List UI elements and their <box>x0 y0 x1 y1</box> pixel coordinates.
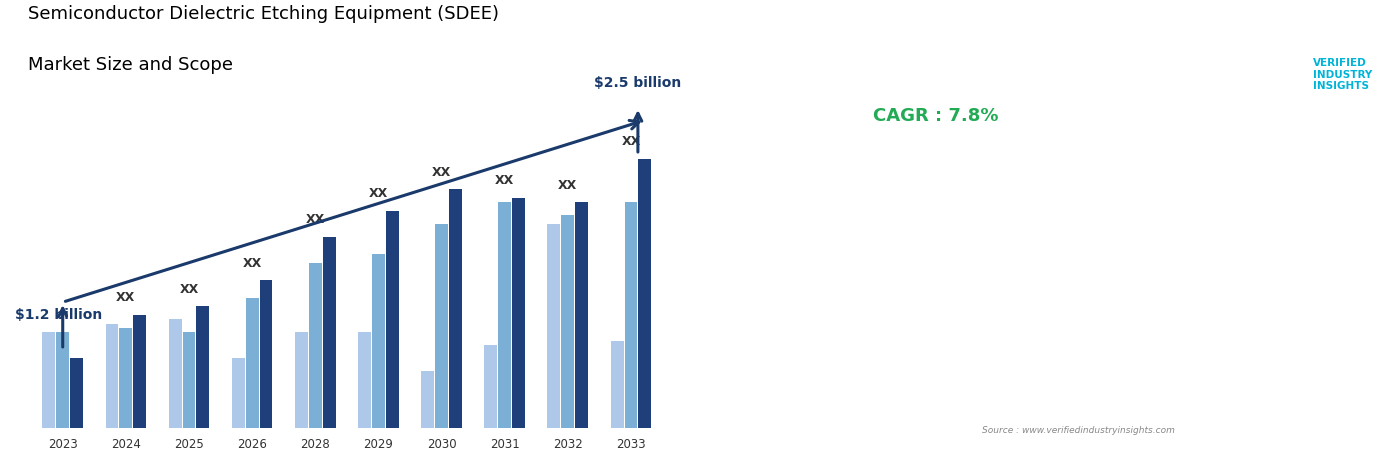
Text: XX: XX <box>242 257 262 270</box>
Text: $2.5 billion: $2.5 billion <box>594 76 682 90</box>
Bar <box>624 202 637 428</box>
Text: XX: XX <box>116 291 136 304</box>
Bar <box>449 190 462 428</box>
Bar <box>575 202 588 428</box>
Text: XX: XX <box>305 213 325 226</box>
Text: $1.2 billion: $1.2 billion <box>15 308 102 322</box>
Bar <box>484 345 497 428</box>
Text: Semiconductor Dielectric Etching Equipment (SDEE): Semiconductor Dielectric Etching Equipme… <box>28 5 498 23</box>
Bar <box>259 280 273 428</box>
Bar <box>547 224 560 428</box>
Text: VERIFIED
INDUSTRY
INSIGHTS: VERIFIED INDUSTRY INSIGHTS <box>1313 58 1372 91</box>
Bar <box>372 254 385 428</box>
Text: Source : www.verifiedindustryinsights.com: Source : www.verifiedindustryinsights.co… <box>983 426 1175 435</box>
Bar <box>245 298 259 428</box>
Bar <box>182 332 196 428</box>
Bar <box>561 215 574 428</box>
Bar <box>435 224 448 428</box>
Text: XX: XX <box>559 179 577 192</box>
Bar <box>638 159 651 428</box>
Bar <box>56 332 69 428</box>
Bar <box>232 359 245 428</box>
Bar <box>610 341 623 428</box>
Text: CAGR : 7.8%: CAGR : 7.8% <box>874 106 998 125</box>
Text: Market Size and Scope: Market Size and Scope <box>28 56 232 74</box>
Bar <box>323 237 336 428</box>
Bar <box>309 263 322 428</box>
Bar <box>295 332 308 428</box>
Bar <box>196 306 210 428</box>
Text: XX: XX <box>179 283 199 296</box>
Bar <box>498 202 511 428</box>
Bar <box>119 328 133 428</box>
Bar <box>168 319 182 428</box>
Bar <box>358 332 371 428</box>
Bar <box>512 198 525 428</box>
Bar <box>386 211 399 428</box>
Bar <box>133 315 146 428</box>
Text: XX: XX <box>622 135 641 148</box>
Text: XX: XX <box>496 174 514 187</box>
Bar <box>105 324 119 428</box>
Text: XX: XX <box>368 187 388 200</box>
Text: XX: XX <box>433 166 451 179</box>
Bar <box>70 359 83 428</box>
Bar <box>42 332 55 428</box>
Bar <box>421 372 434 428</box>
